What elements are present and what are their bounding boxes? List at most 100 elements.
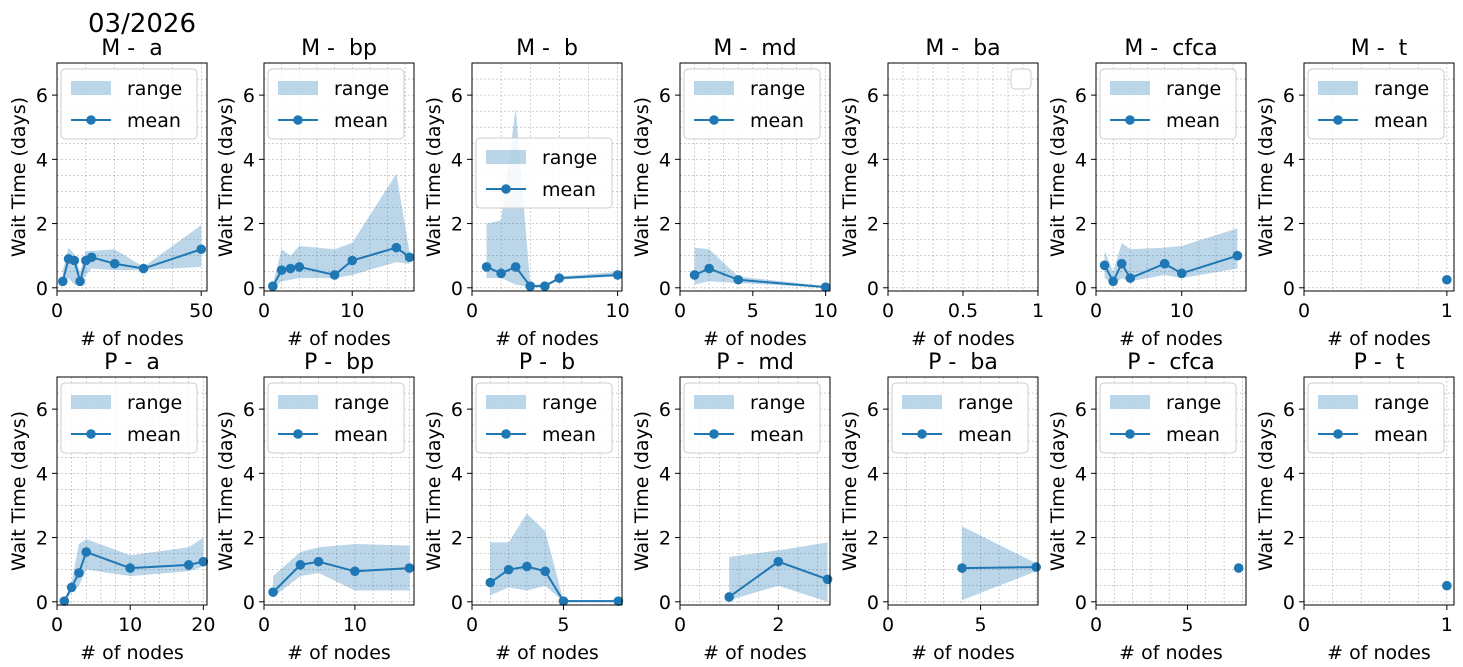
subplot-10-xlabel: # of nodes xyxy=(495,642,599,664)
subplot-10-mean-point xyxy=(485,577,496,588)
subplot-2-mean-point xyxy=(276,265,287,275)
subplot-6-legend: range mean xyxy=(1099,68,1237,140)
subplot-14-legend-range-swatch xyxy=(1318,395,1358,409)
subplot-11-ytick-label: 0 xyxy=(659,592,671,614)
subplot-7-ytick-label: 6 xyxy=(1283,85,1295,107)
subplot-2-legend-range-label: range xyxy=(334,78,389,100)
subplot-10-legend-mean-label: mean xyxy=(542,424,596,446)
subplot-2-mean-point xyxy=(268,281,278,291)
subplot-8-mean-point xyxy=(198,556,209,567)
subplot-10-ytick-label: 6 xyxy=(451,399,463,421)
subplot-12-axes-frame xyxy=(887,376,1039,606)
subplot-10-axes-frame xyxy=(471,376,623,606)
subplot-4-range-band xyxy=(694,247,826,288)
subplot-2-mean-point xyxy=(391,242,402,253)
subplot-2-mean-point xyxy=(285,263,296,274)
figure-title: 03/2026 xyxy=(88,9,196,39)
subplot-1-mean-point xyxy=(57,276,68,287)
subplot-7-ytick-label: 0 xyxy=(1283,278,1295,300)
subplot-11-xtick-label: 0 xyxy=(674,614,686,636)
subplot-4-legend-mean-label: mean xyxy=(750,110,804,132)
subplot-14-legend-mean-marker xyxy=(1333,429,1343,439)
subplot-6-mean-point xyxy=(1232,250,1243,261)
subplot-3-mean-point xyxy=(612,270,623,280)
subplot-1-legend: range mean xyxy=(60,68,198,140)
subplot-5-title: M - ba xyxy=(925,36,1000,61)
subplot-4-ytick-label: 2 xyxy=(659,214,671,236)
subplot-13-axes-frame xyxy=(1095,376,1247,606)
subplot-3-ytick-label: 0 xyxy=(451,278,463,300)
subplot-9-axes-frame xyxy=(263,376,415,606)
subplot-8-legend-mean-label: mean xyxy=(127,424,181,446)
subplot-4-ytick-label: 6 xyxy=(659,85,671,107)
subplot-14-legend: range mean xyxy=(1307,382,1445,454)
subplot-8-legend-mean-marker xyxy=(86,429,96,439)
subplot-12-xtick-label: 0 xyxy=(882,614,894,636)
subplot-3-legend-range-swatch xyxy=(486,150,526,164)
subplot-10: 0 2 4 6 0 5 P - b # of nodes Wait Time (days) ran… xyxy=(423,350,624,664)
subplot-10-ytick-label: 2 xyxy=(451,528,463,550)
subplot-5-xlabel: # of nodes xyxy=(911,328,1015,350)
subplot-13-ytick-label: 4 xyxy=(1075,463,1087,485)
subplot-8-legend: range mean xyxy=(60,382,198,454)
subplot-1-axes-frame xyxy=(56,62,208,292)
subplot-14-ylabel: Wait Time (days) xyxy=(1255,411,1277,571)
subplot-12-xlabel: # of nodes xyxy=(911,642,1015,664)
subplot-14-legend-mean-label: mean xyxy=(1374,424,1428,446)
subplot-8-ytick-label: 6 xyxy=(36,399,48,421)
subplot-2-mean-point xyxy=(294,262,305,272)
subplot-10-xtick-label: 5 xyxy=(557,614,569,636)
subplot-13-mean-point xyxy=(1233,563,1244,573)
subplot-11-axes-frame xyxy=(679,376,831,606)
subplot-10-ytick-label: 0 xyxy=(451,592,463,614)
subplot-2-xtick-label: 10 xyxy=(340,300,364,322)
subplot-1-title: M - a xyxy=(101,36,162,61)
subplot-5-ytick-label: 2 xyxy=(867,214,879,236)
subplot-6-legend-mean-marker xyxy=(1125,115,1135,125)
subplot-13: 0 2 4 6 0 5 P - cfca # of nodes Wait Time (days)… xyxy=(1047,350,1247,664)
subplot-11-range-band xyxy=(729,542,828,602)
subplot-4-xtick-label: 5 xyxy=(747,300,759,322)
subplot-4-mean-point xyxy=(733,274,744,285)
subplot-9-ytick-label: 2 xyxy=(243,528,255,550)
subplot-6-ytick-label: 6 xyxy=(1075,85,1087,107)
subplot-6-ytick-label: 4 xyxy=(1075,149,1087,171)
subplot-13-xlabel: # of nodes xyxy=(1119,642,1223,664)
subplot-3-mean-point xyxy=(525,281,536,291)
subplot-8-xtick-label: 10 xyxy=(118,614,142,636)
subplot-8-ytick-label: 2 xyxy=(36,528,48,550)
subplot-13-legend-range-swatch xyxy=(1110,395,1150,409)
subplot-7-ytick-label: 2 xyxy=(1283,214,1295,236)
subplot-12-legend-range-label: range xyxy=(958,392,1013,414)
subplot-7-legend-range-label: range xyxy=(1374,78,1429,100)
subplot-1-legend-range-swatch xyxy=(71,81,111,95)
subplot-13-legend-range-label: range xyxy=(1166,392,1221,414)
subplot-6-legend-mean-label: mean xyxy=(1166,110,1220,132)
subplot-12-legend-mean-label: mean xyxy=(958,424,1012,446)
subplot-2-legend: range mean xyxy=(267,68,405,140)
subplot-6-legend-range-swatch xyxy=(1110,81,1150,95)
subplot-8-mean-point xyxy=(59,596,70,606)
subplot-10-range-band xyxy=(490,513,619,602)
subplot-8-xtick-label: 0 xyxy=(51,614,63,636)
subplot-7-xtick-label: 1 xyxy=(1441,300,1453,322)
subplot-3-mean-point xyxy=(496,268,506,279)
subplot-14-ytick-label: 0 xyxy=(1283,592,1295,614)
subplot-12-ytick-label: 4 xyxy=(867,463,879,485)
subplot-1-mean-point xyxy=(138,263,149,274)
subplot-6: 0 2 4 6 0 10 M - cfca # of nodes Wait Time (days… xyxy=(1047,36,1247,350)
subplot-10-title: P - b xyxy=(519,350,575,375)
subplot-12-legend-mean-marker xyxy=(917,429,927,439)
subplot-5: 0 2 4 6 0 0.5 1 M - ba # of nodes Wait Time (days… xyxy=(839,36,1044,350)
subplot-9-legend-range-swatch xyxy=(278,395,318,409)
subplot-13-ylabel: Wait Time (days) xyxy=(1047,411,1069,571)
subplot-8-xlabel: # of nodes xyxy=(80,642,184,664)
subplot-14-xtick-label: 1 xyxy=(1441,614,1453,636)
subplot-6-xtick-label: 10 xyxy=(1170,300,1194,322)
subplot-10-mean-point xyxy=(540,566,550,577)
subplot-2: 0 2 4 6 0 10 M - bp # of nodes Wait Time (days) r… xyxy=(215,36,415,350)
subplot-1-mean-point xyxy=(69,255,80,266)
subplot-10-mean-point xyxy=(613,596,624,606)
subplot-3-ytick-label: 4 xyxy=(451,149,463,171)
